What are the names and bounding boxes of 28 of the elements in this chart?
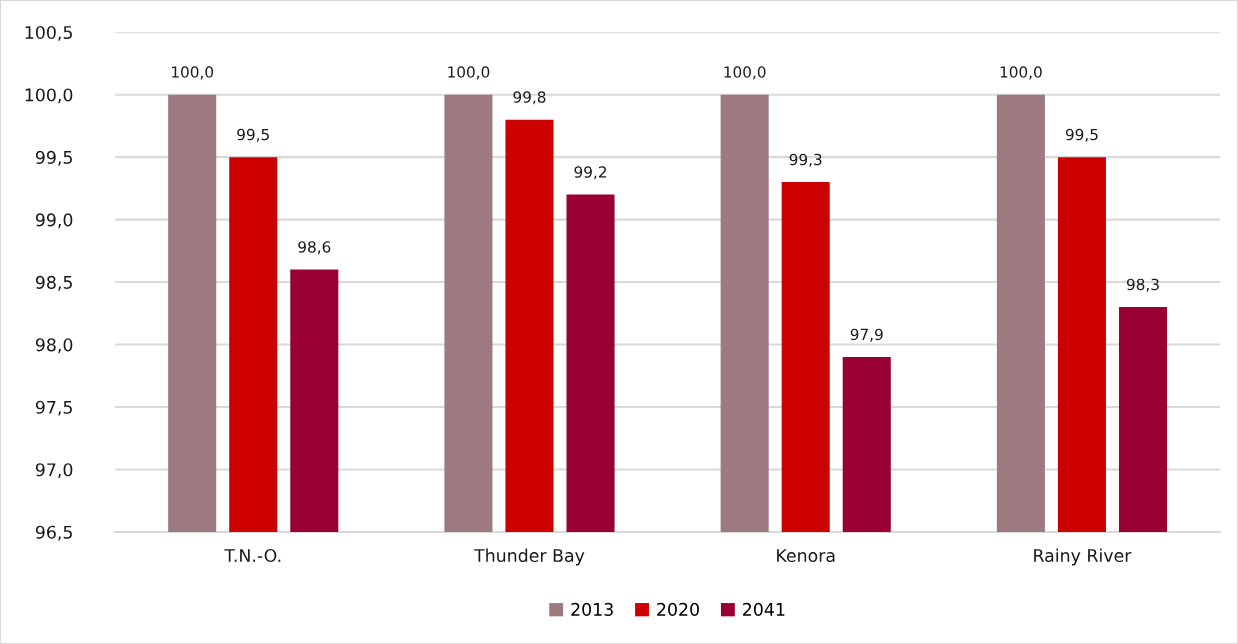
data-label: 100,0 [724, 66, 766, 80]
legend-label: 2013 [571, 602, 613, 616]
y-tick-label: 99,5 [35, 150, 72, 166]
data-label: 98,3 [1126, 278, 1159, 292]
legend-label: 2020 [657, 602, 699, 616]
data-label: 100,0 [172, 66, 214, 80]
y-tick-label: 100,5 [25, 25, 72, 41]
x-tick-label: T.N.-O. [224, 548, 281, 563]
data-label: 97,9 [850, 328, 883, 342]
y-tick-label: 98,0 [35, 338, 73, 354]
data-label: 99,3 [789, 153, 822, 167]
y-tick-label: 98,5 [35, 275, 72, 291]
y-tick-label: 97,5 [35, 400, 72, 416]
x-tick-label: Thunder Bay [474, 548, 585, 566]
data-label: 98,6 [298, 241, 331, 255]
y-tick-label: 97,0 [35, 463, 73, 479]
y-tick-label: 96,5 [35, 525, 72, 541]
data-label: 99,5 [237, 128, 269, 142]
x-tick-label: Kenora [777, 549, 835, 563]
data-label: 99,5 [1065, 128, 1098, 142]
y-tick-label: 100,0 [25, 88, 73, 104]
data-label: 99,2 [574, 166, 606, 180]
x-tick-label: Rainy River [1034, 548, 1132, 566]
y-tick-label: 99,0 [35, 213, 73, 229]
data-label: 100,0 [448, 66, 490, 80]
data-label: 100,0 [1000, 66, 1042, 80]
data-label: 99,8 [513, 91, 546, 105]
legend-label: 2041 [743, 602, 785, 616]
